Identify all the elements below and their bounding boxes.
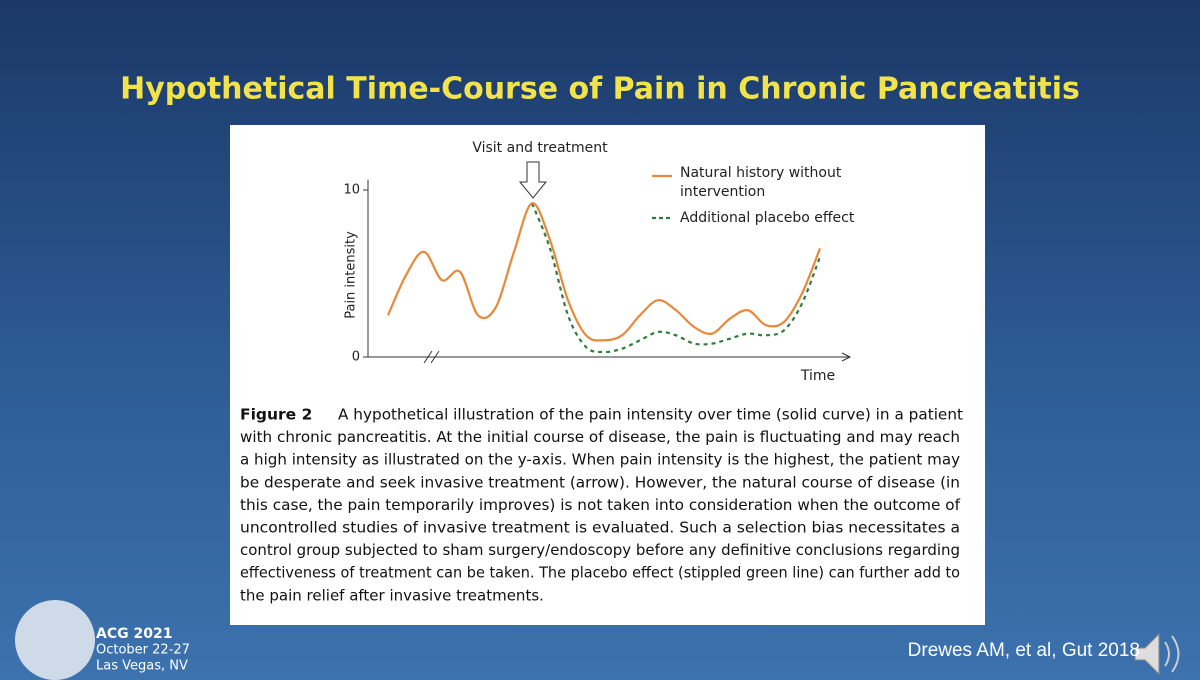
caption-label: Figure 2 <box>240 406 312 424</box>
legend-label: Natural history without intervention <box>680 165 842 200</box>
series-line <box>386 202 822 342</box>
y-tick-label: 10 <box>343 183 360 198</box>
chart: 0 10 Pain intensity Time Visit and treatment… <box>343 140 854 384</box>
legend-label: Additional placebo effect <box>680 210 855 226</box>
slide-title: Hypothetical Time-Course of Pain in Chro… <box>120 72 1080 107</box>
y-tick-label: 0 <box>352 350 360 365</box>
speaker-icon[interactable] <box>1134 632 1160 676</box>
speaker-waves <box>1164 635 1180 673</box>
logo <box>15 600 95 680</box>
x-axis-label: Time <box>800 368 835 384</box>
citation: Drewes AM, et al, Gut 2018 <box>908 640 1140 661</box>
caption-line: with chronic pancreatitis. At the initia… <box>240 428 960 446</box>
caption-line: the pain relief after invasive treatment… <box>240 586 544 604</box>
x-axis <box>368 352 852 362</box>
caption-line: effectiveness of treatment can be taken.… <box>240 564 960 582</box>
series-line <box>530 202 822 354</box>
event-info: October 22-27 <box>96 643 190 658</box>
caption-line: this case, the pain temporarily improves… <box>240 496 961 514</box>
caption-line: control group subjected to sham surgery/… <box>240 541 960 559</box>
axis-break <box>423 350 440 364</box>
caption-line: A hypothetical illustration of the pain … <box>338 406 963 424</box>
y-axis-label: Pain intensity <box>344 231 359 319</box>
annotation: Visit and treatment <box>472 140 608 156</box>
event-info: ACG 2021 <box>96 626 172 642</box>
annotation-arrow <box>518 161 548 199</box>
figure-panel <box>230 125 985 625</box>
caption-line: a high intensity as illustrated on the y… <box>240 451 960 469</box>
caption-line: uncontrolled studies of invasive treatme… <box>240 519 960 537</box>
caption-line: be desperate and seek invasive treatment… <box>240 473 960 491</box>
event-info: Las Vegas, NV <box>96 659 188 674</box>
